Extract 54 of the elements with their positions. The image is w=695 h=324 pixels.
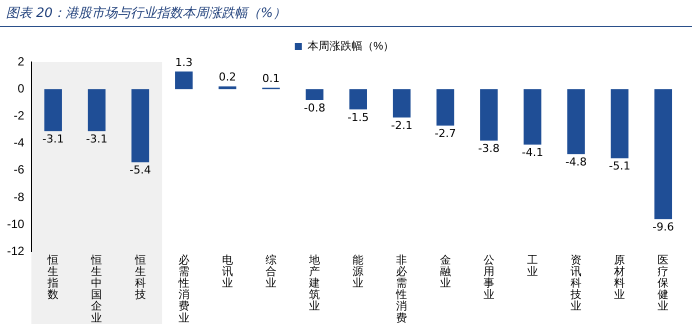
data-label: -1.5: [347, 110, 369, 124]
y-tick-label: 2: [18, 54, 25, 68]
bar: [480, 89, 498, 141]
data-label: -3.1: [42, 132, 64, 146]
x-tick-label: 工业: [526, 254, 538, 278]
y-tick-label: -12: [7, 244, 25, 258]
bar: [44, 89, 62, 132]
y-tick-label: -10: [7, 216, 25, 231]
x-tick-label: 必需性消费业: [177, 254, 190, 324]
bar: [392, 89, 411, 118]
x-tick-label: 恒生中国企业: [90, 254, 102, 324]
data-label: -4.1: [522, 146, 544, 160]
y-tick-label: -8: [14, 190, 25, 204]
x-tick-label: 能源业: [352, 254, 364, 290]
x-tick-label: 非必需性消费: [395, 254, 408, 324]
x-tick-label: 地产建筑业: [308, 254, 320, 313]
y-tick-label: -6: [14, 162, 25, 177]
y-tick-label: 0: [18, 81, 25, 96]
data-label: -4.8: [565, 156, 587, 168]
y-tick-label: -4: [14, 136, 25, 150]
x-tick-label: 资讯科技业: [570, 254, 582, 313]
bar: [654, 89, 672, 220]
data-label: -3.8: [478, 142, 500, 155]
data-label: -2.7: [434, 127, 456, 140]
bar: [436, 89, 454, 126]
bar: [131, 89, 150, 162]
data-label: -2.1: [391, 118, 412, 132]
data-label: 1.3: [175, 56, 193, 69]
bar: [349, 89, 367, 110]
data-label: -5.4: [130, 164, 152, 177]
x-tick-label: 恒生指数: [46, 254, 59, 302]
data-label: -9.6: [652, 220, 674, 234]
x-tick-label: 电讯业: [222, 254, 233, 290]
bar: [175, 71, 193, 90]
legend-label: 本周涨跌幅（%）: [307, 40, 394, 53]
data-label: 0.1: [262, 72, 280, 86]
x-tick-label: 综合业: [266, 254, 277, 290]
bar: [306, 89, 324, 100]
data-label: 0.2: [218, 70, 236, 84]
chart-title: 图表 20：港股市场与行业指数本周涨跌幅（%）: [0, 0, 692, 27]
x-tick-label: 公用事业: [483, 254, 494, 302]
x-tick-label: 原材料业: [613, 254, 626, 302]
bar: [524, 89, 542, 145]
bar: [610, 89, 628, 158]
x-tick-label: 恒生科技: [134, 254, 146, 302]
bar: [88, 89, 106, 132]
data-label: -0.8: [304, 101, 326, 114]
y-tick-label: -2: [14, 108, 25, 123]
x-tick-label: 金融业: [440, 254, 451, 290]
data-label: -3.1: [86, 132, 108, 146]
data-label: -5.1: [608, 160, 630, 173]
x-tick-label: 医疗保健业: [658, 254, 669, 313]
bar: [567, 89, 585, 154]
bar: [218, 86, 236, 90]
